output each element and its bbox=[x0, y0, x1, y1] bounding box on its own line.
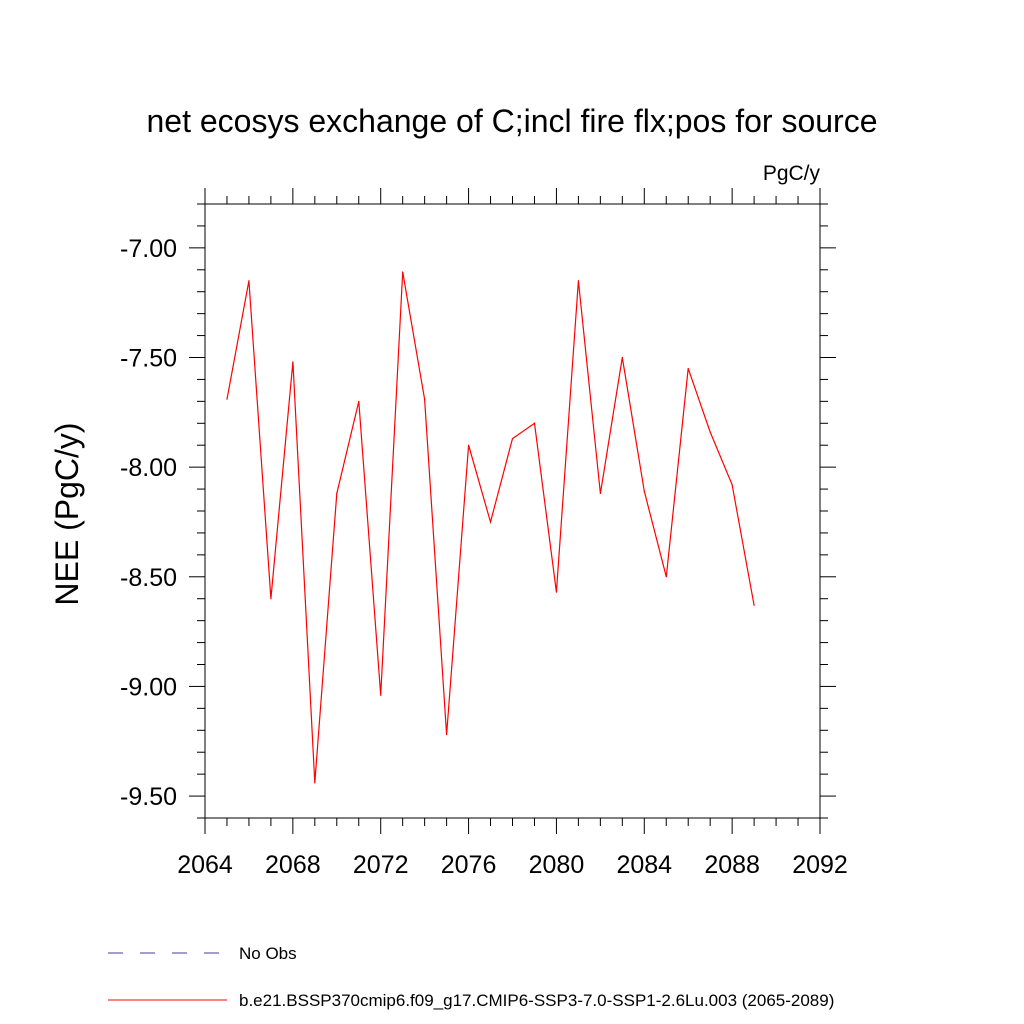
y-axis-label: NEE (PgC/y) bbox=[49, 422, 85, 605]
data-point bbox=[424, 398, 426, 400]
data-point bbox=[248, 280, 250, 282]
x-tick-label: 2092 bbox=[792, 851, 848, 879]
data-point bbox=[292, 361, 294, 363]
data-point bbox=[665, 576, 667, 578]
units-label: PgC/y bbox=[763, 162, 821, 185]
data-point bbox=[314, 782, 316, 784]
legend-label: No Obs bbox=[239, 944, 297, 963]
y-tick-label: -7.50 bbox=[120, 345, 177, 373]
chart-title: net ecosys exchange of C;incl fire flx;p… bbox=[146, 103, 877, 139]
data-point bbox=[270, 598, 272, 600]
data-point bbox=[489, 521, 492, 523]
data-point bbox=[226, 398, 228, 400]
data-point bbox=[358, 400, 360, 402]
data-point bbox=[380, 694, 382, 696]
data-point bbox=[731, 484, 733, 486]
axis-ticks: 2064 2068 2072 2076 2080 2084 2088 2092 -7.00 -7.… bbox=[120, 188, 848, 879]
x-tick-label: 2084 bbox=[616, 851, 672, 879]
data-point bbox=[336, 492, 338, 495]
series-line bbox=[226, 271, 755, 783]
y-tick-label: -8.50 bbox=[120, 564, 177, 592]
x-tick-label: 2076 bbox=[441, 851, 497, 879]
x-tick-label: 2080 bbox=[529, 851, 585, 879]
data-point bbox=[599, 492, 601, 495]
data-point bbox=[467, 444, 470, 446]
data-point bbox=[402, 271, 404, 273]
data-point bbox=[687, 367, 689, 370]
y-tick-label: -9.50 bbox=[120, 783, 177, 811]
data-point bbox=[533, 422, 536, 424]
series-layer bbox=[226, 271, 755, 784]
y-tick-label: -9.00 bbox=[120, 673, 177, 701]
legend: No Obs b.e21.BSSP370cmip6.f09_g17.CMIP6-S… bbox=[108, 944, 834, 1010]
data-point bbox=[577, 280, 579, 282]
x-tick-label: 2072 bbox=[353, 851, 409, 879]
y-tick-label: -8.00 bbox=[120, 454, 177, 482]
plot-frame bbox=[204, 203, 821, 819]
data-point bbox=[709, 431, 711, 433]
data-point bbox=[753, 604, 755, 606]
data-point bbox=[511, 438, 514, 440]
data-point bbox=[643, 490, 645, 492]
x-tick-label: 2064 bbox=[177, 851, 233, 879]
legend-label: b.e21.BSSP370cmip6.f09_g17.CMIP6-SSP3-7.… bbox=[239, 991, 834, 1010]
data-point bbox=[621, 356, 623, 359]
data-point bbox=[446, 734, 448, 736]
x-tick-label: 2088 bbox=[704, 851, 760, 879]
x-tick-label: 2068 bbox=[265, 851, 321, 879]
y-tick-label: -7.00 bbox=[120, 235, 177, 263]
data-point bbox=[555, 591, 558, 593]
